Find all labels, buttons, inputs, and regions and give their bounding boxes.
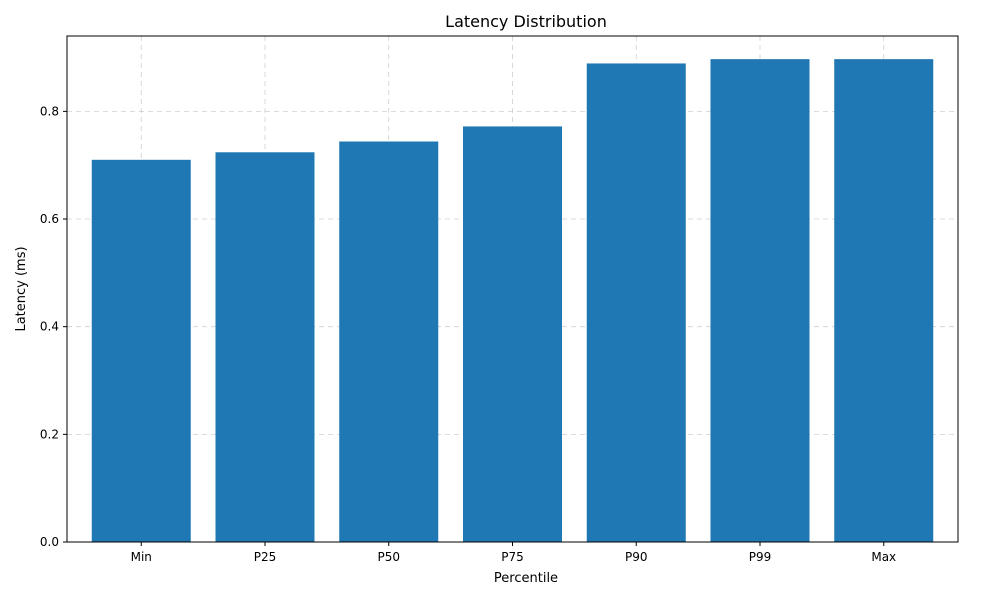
y-tick-label: 0.8 [40,104,59,118]
x-tick-label: P25 [254,550,277,564]
y-tick-label: 0.0 [40,535,59,549]
x-tick-label: Max [871,550,896,564]
y-axis-label: Latency (ms) [14,246,29,331]
bar-max [834,59,934,542]
bar-p75 [463,126,562,542]
y-tick-label: 0.2 [40,427,59,441]
bar-p99 [710,59,810,542]
bar-p50 [339,141,439,542]
bar-p25 [215,152,315,542]
bar-min [91,159,191,542]
y-tick-label: 0.4 [40,320,59,334]
x-tick-label: P99 [749,550,772,564]
x-tick-label: P90 [625,550,648,564]
x-tick-label: P50 [377,550,400,564]
bar-p90 [586,63,686,543]
x-tick-label: P75 [501,550,524,564]
x-axis-label: Percentile [494,571,558,586]
chart-title: Latency Distribution [445,12,607,31]
bars-layer [91,59,934,543]
x-tick-label: Min [131,550,152,564]
ticks-layer: 0.0 0.2 0.4 0.6 0.8 Min P25 P50 P75 P90 P99 Max [40,104,896,564]
y-tick-label: 0.6 [40,212,59,226]
